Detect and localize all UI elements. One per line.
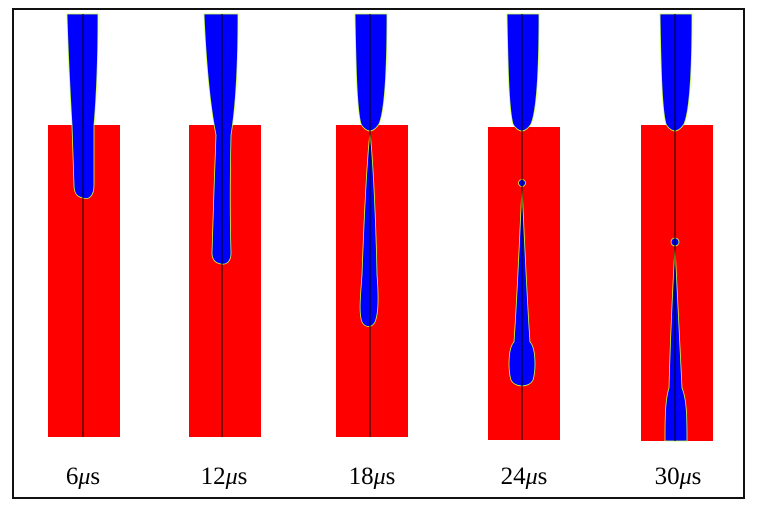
nozzle-drop — [506, 13, 540, 132]
nozzle-drop — [354, 13, 388, 132]
time-label-5: 30μs — [654, 463, 702, 490]
time-label-2: 12μs — [200, 463, 248, 490]
ligament — [359, 131, 379, 327]
panel-2 — [189, 13, 261, 437]
nozzle-jet — [203, 13, 239, 265]
panel-5 — [641, 13, 713, 442]
simulation-figure: 6μs 12μs 18μs 24μs 30μs — [12, 8, 745, 499]
simulation-scene — [48, 13, 713, 442]
time-label-3: 18μs — [348, 463, 396, 490]
ligament — [664, 245, 688, 442]
panel-4 — [488, 13, 560, 440]
nozzle-drop — [659, 13, 693, 132]
panel-3 — [336, 13, 408, 437]
time-label-1: 6μs — [65, 463, 101, 490]
panel-1 — [48, 13, 120, 437]
time-label-4: 24μs — [500, 463, 548, 490]
